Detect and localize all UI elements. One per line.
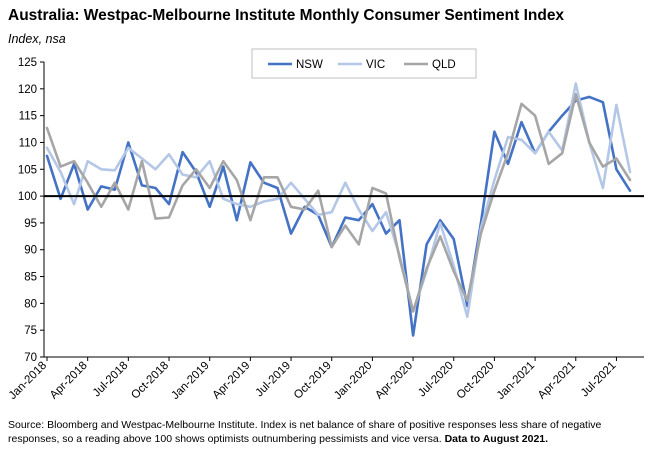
x-tick-label: Jan-2020: [332, 360, 374, 402]
chart-subtitle: Index, nsa: [8, 32, 66, 46]
y-tick-label: 95: [24, 218, 37, 230]
series-line-vic: [45, 82, 632, 319]
y-tick-label: 120: [18, 84, 37, 96]
y-tick-label: 125: [18, 57, 37, 69]
series-layer: [44, 82, 644, 337]
x-tick-label: Apr-2020: [373, 360, 415, 402]
x-tick-label: Apr-2021: [536, 360, 578, 402]
y-tick-label: 115: [19, 111, 37, 123]
x-tick-label: Apr-2019: [211, 360, 253, 402]
y-tick-label: 110: [19, 137, 37, 149]
series-line-qld: [45, 92, 632, 313]
x-tick-label: Oct-2019: [292, 360, 334, 402]
y-tick-label: 105: [18, 164, 37, 176]
x-tick-label: Jan-2019: [169, 360, 211, 402]
x-tick-label: Jan-2021: [495, 360, 537, 402]
x-tick-label: Oct-2018: [129, 360, 171, 402]
source-note: Source: Bloomberg and Westpac-Melbourne …: [8, 419, 644, 446]
y-tick-label: 75: [24, 325, 37, 337]
x-tick-label: Jul-2021: [579, 360, 619, 400]
legend-label-qld: QLD: [432, 59, 456, 71]
x-tick-label: Jul-2018: [91, 360, 131, 400]
x-tick-label: Oct-2020: [455, 360, 497, 402]
legend-label-vic: VIC: [366, 59, 385, 71]
series-line-nsw: [45, 95, 632, 337]
y-tick-label: 80: [24, 298, 37, 310]
x-tick-label: Jan-2018: [7, 360, 49, 402]
x-tick-label: Apr-2018: [48, 360, 90, 402]
legend: NSW VIC QLD: [251, 48, 477, 79]
y-axis: 70 75 80 85 90 95 100 105 110 115 120 125: [18, 57, 45, 364]
y-tick-label: 90: [24, 245, 37, 257]
legend-label-nsw: NSW: [296, 59, 323, 71]
x-tick-label: Jul-2020: [416, 360, 456, 400]
source-text: Source: Bloomberg and Westpac-Melbourne …: [8, 419, 602, 445]
y-tick-label: 100: [18, 191, 37, 203]
x-tick-label: Jul-2019: [253, 360, 293, 400]
y-tick-label: 85: [24, 272, 37, 284]
source-data-date: Data to August 2021.: [444, 432, 549, 445]
y-tick-label: 70: [24, 352, 37, 364]
chart-title: Australia: Westpac-Melbourne Institute M…: [8, 7, 565, 24]
